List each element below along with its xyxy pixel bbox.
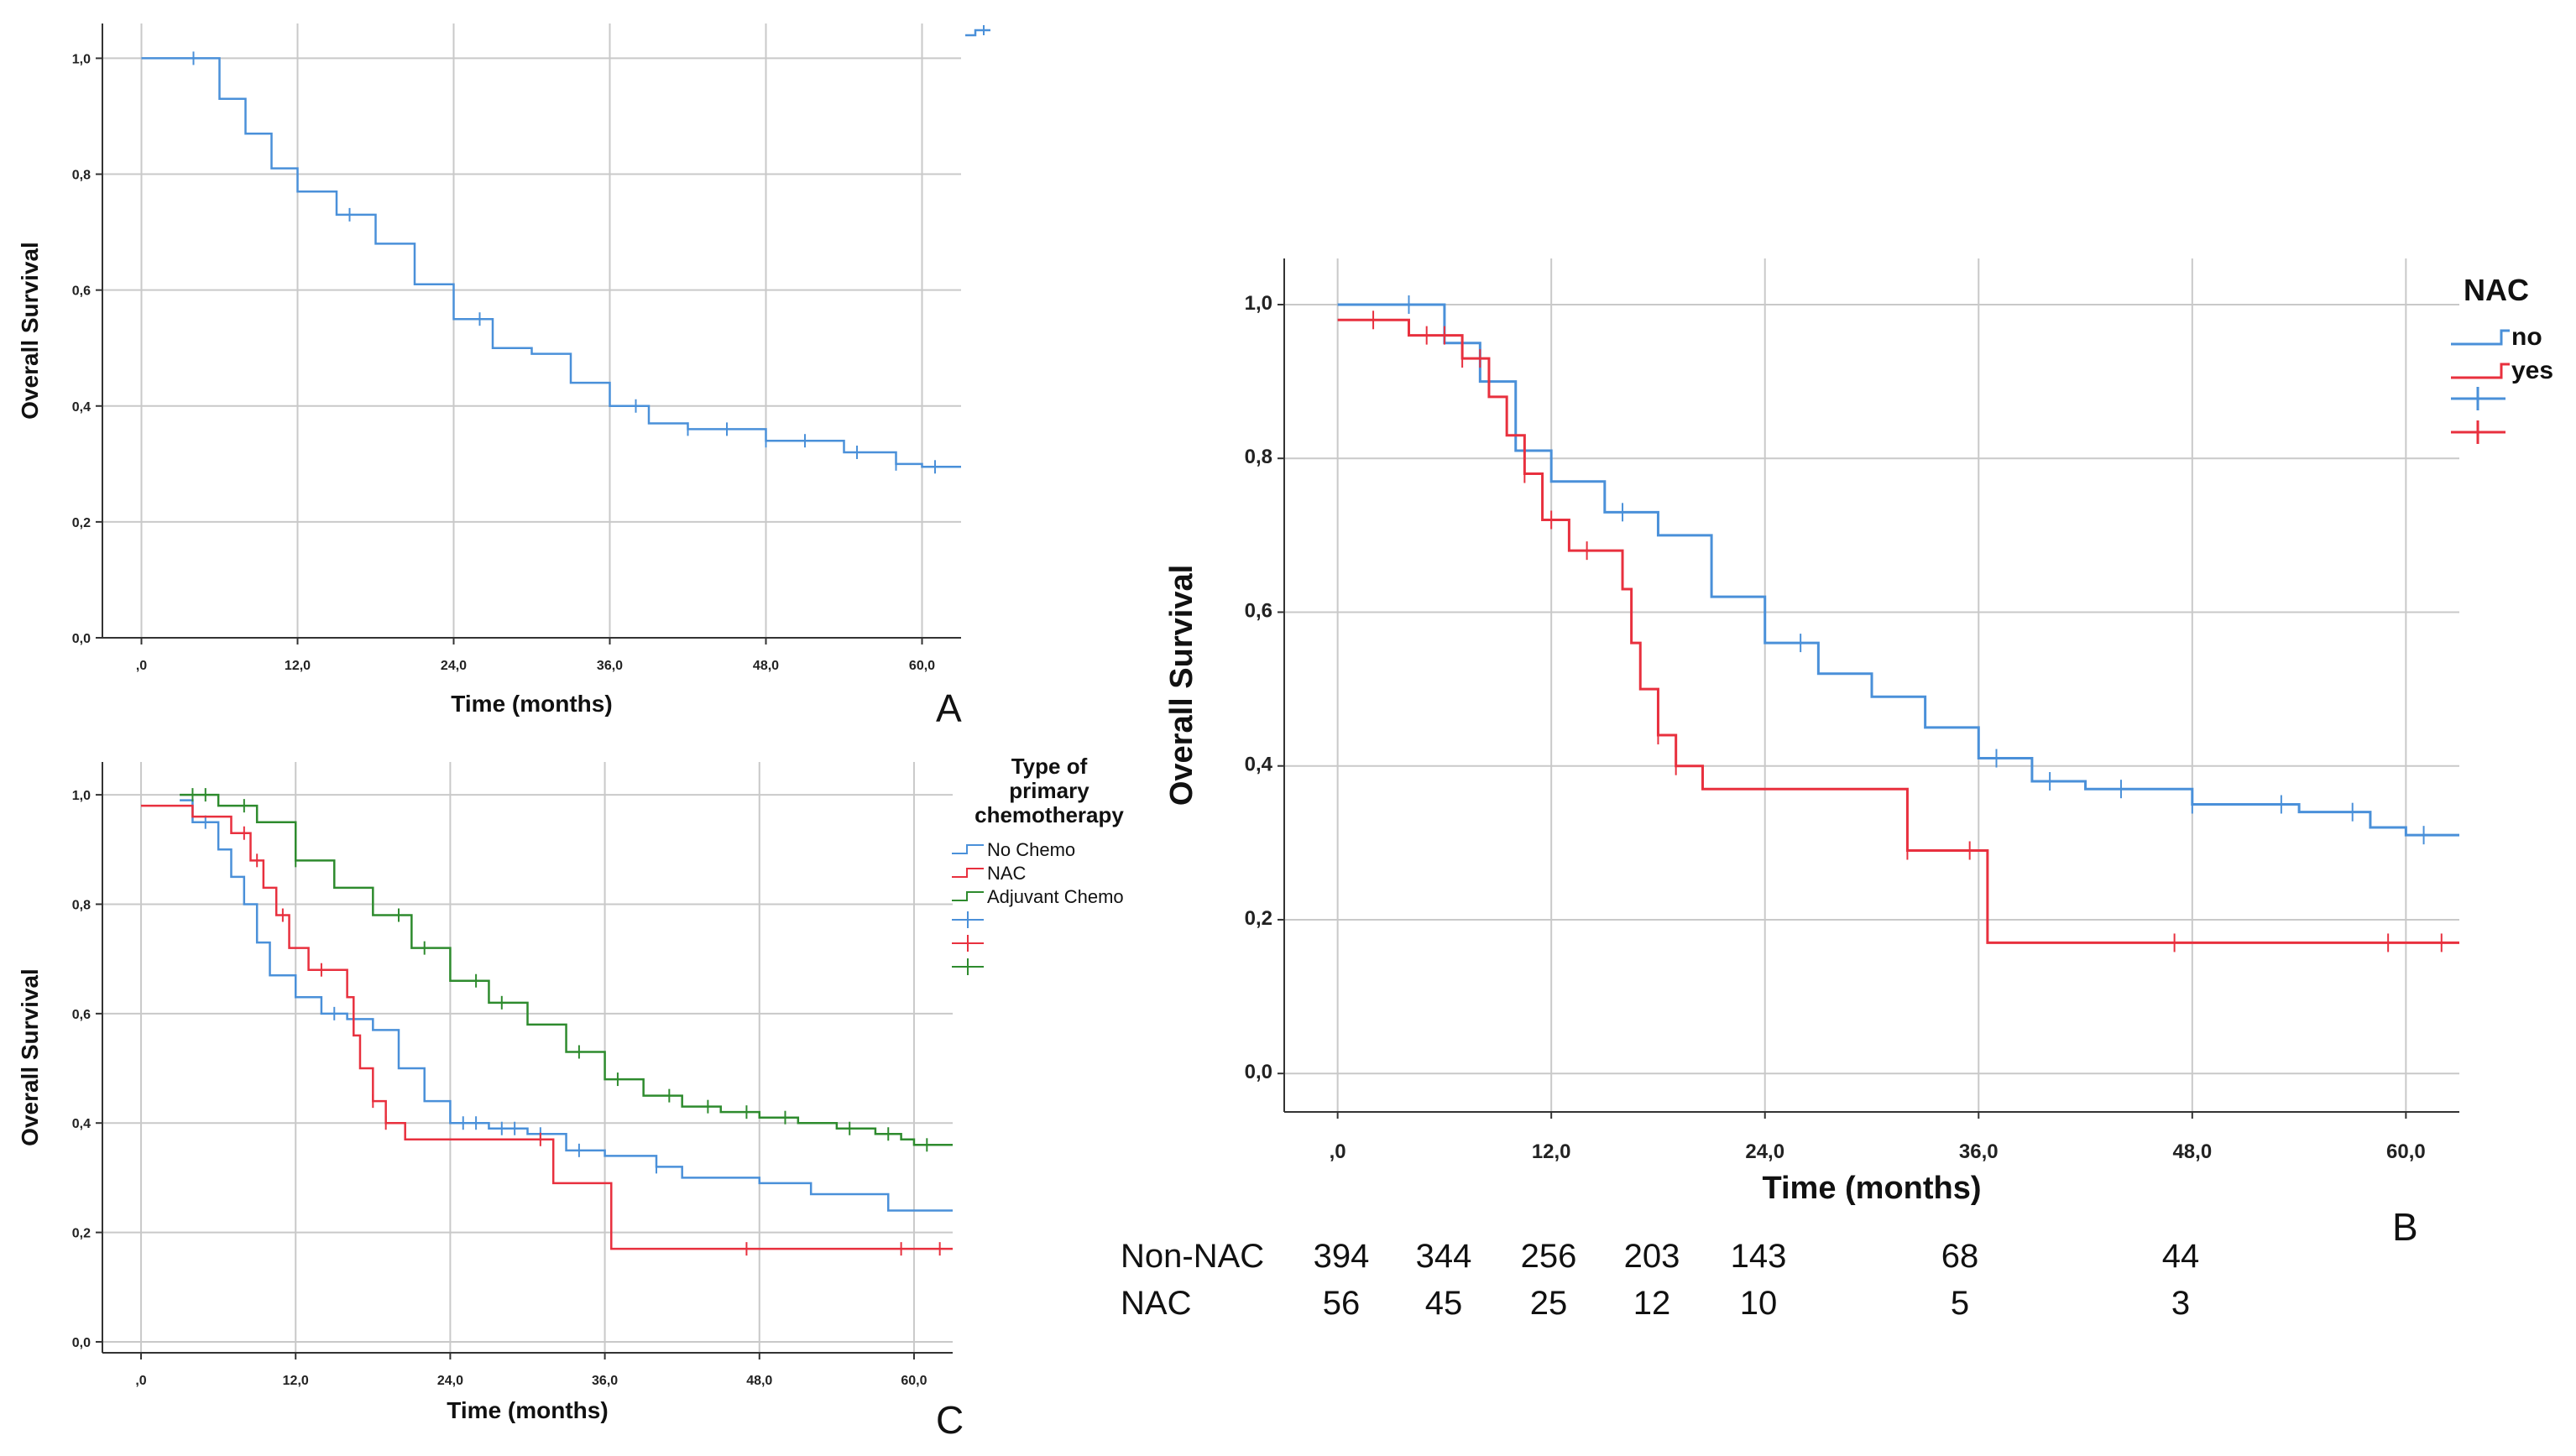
x-tick-label: 48,0 [753, 659, 779, 673]
x-tick-label: ,0 [135, 1374, 146, 1388]
x-tick-label: 60,0 [2386, 1140, 2426, 1163]
series-line-overall [141, 57, 961, 468]
risk-cell: 256 [1521, 1238, 1577, 1275]
panel-a: ,0 12,0 24,0 36,0 48,0 60,0 0,0 0,2 0,4 0,6 0,8 1,0… [17, 23, 961, 717]
risk-cell: 44 [2162, 1238, 2200, 1275]
y-tick-label: 0,0 [72, 1336, 91, 1350]
y-tick-label: 0,2 [72, 1227, 91, 1241]
risk-cell: 5 [1951, 1285, 1969, 1322]
legend-label: Adjuvant Chemo [987, 886, 1124, 907]
x-tick-label: 12,0 [1532, 1140, 1571, 1163]
y-axis-label: Overall Survival [17, 242, 43, 420]
y-tick-label: 0,0 [72, 632, 91, 646]
x-axis-label: Time (months) [447, 1397, 608, 1423]
legend-label: yes [2511, 357, 2553, 384]
series-line-no [1337, 303, 2459, 837]
x-tick-label: 24,0 [1745, 1140, 1784, 1163]
panel-c: ,0 12,0 24,0 36,0 48,0 60,0 0,0 0,2 0,4 0,6 0,8 1,0… [17, 762, 953, 1423]
x-axis-label: Time (months) [451, 691, 612, 717]
panel-b: ,0 12,0 24,0 36,0 48,0 60,0 0,0 0,2 0,4 0,6 0,8 1,0… [1164, 258, 2459, 1206]
legend-label: no [2511, 323, 2542, 351]
legend-title-line: primary [1009, 778, 1089, 803]
risk-cell: 203 [1624, 1238, 1680, 1275]
legend-swatch [952, 891, 984, 901]
x-tick-label: 12,0 [283, 1374, 309, 1388]
legend-swatch [952, 868, 984, 878]
y-tick-label: 0,4 [72, 1117, 91, 1131]
x-tick-label: 36,0 [592, 1374, 618, 1388]
risk-row-label: NAC [1121, 1285, 1191, 1322]
y-tick-label: 0,8 [72, 898, 91, 912]
risk-cell: 143 [1731, 1238, 1787, 1275]
risk-row-label: Non-NAC [1121, 1238, 1264, 1275]
legend-swatch [2451, 329, 2510, 346]
legend-b: NAC no yes [2451, 273, 2553, 444]
y-tick-label: 1,0 [72, 52, 91, 66]
y-tick-label: 0,6 [72, 1008, 91, 1022]
y-axis-label: Overall Survival [17, 968, 43, 1146]
y-tick-label: 0,6 [72, 284, 91, 299]
series-line-yes [1337, 318, 2459, 944]
x-tick-label: 60,0 [901, 1374, 927, 1388]
series-line-nac [141, 804, 953, 1250]
panel-letter-c: C [936, 1398, 964, 1442]
x-tick-label: 48,0 [2172, 1140, 2212, 1163]
y-tick-label: 0,6 [1245, 599, 1272, 622]
risk-cell: 344 [1416, 1238, 1472, 1275]
y-tick-label: 0,2 [1245, 907, 1272, 930]
legend-label: NAC [987, 863, 1027, 884]
y-tick-label: 0,8 [72, 169, 91, 183]
risk-table: Non-NAC 394 344 256 203 143 68 44 NAC 56 45 25 12 10 5… [1121, 1238, 2199, 1322]
y-tick-label: 1,0 [1245, 292, 1272, 315]
x-tick-label: 12,0 [285, 659, 311, 673]
risk-cell: 56 [1323, 1285, 1361, 1322]
risk-cell: 3 [2171, 1285, 2190, 1322]
y-tick-label: 0,2 [72, 516, 91, 530]
y-tick-label: 0,0 [1245, 1061, 1272, 1083]
x-tick-label: ,0 [1330, 1140, 1346, 1163]
risk-cell: 45 [1425, 1285, 1463, 1322]
x-tick-label: ,0 [136, 659, 147, 673]
legend-label: No Chemo [987, 839, 1075, 860]
legend-swatch [952, 844, 984, 854]
x-tick-label: 36,0 [597, 659, 623, 673]
risk-cell: 394 [1314, 1238, 1370, 1275]
x-tick-label: 36,0 [1959, 1140, 1999, 1163]
x-tick-label: 24,0 [437, 1374, 463, 1388]
y-tick-label: 0,4 [1245, 754, 1273, 776]
legend-title: NAC [2464, 273, 2529, 307]
y-tick-label: 1,0 [72, 789, 91, 803]
x-axis-label: Time (months) [1762, 1171, 1981, 1206]
x-tick-label: 24,0 [441, 659, 467, 673]
legend-title-line: Type of [1011, 754, 1088, 779]
risk-cell: 68 [1941, 1238, 1979, 1275]
panel-letter-b: B [2392, 1205, 2418, 1249]
y-tick-label: 0,4 [72, 400, 91, 415]
risk-cell: 10 [1740, 1285, 1778, 1322]
series-line-adjuvant-chemo [180, 793, 953, 1146]
risk-cell: 12 [1633, 1285, 1671, 1322]
legend-swatch [2451, 363, 2510, 379]
y-tick-label: 0,8 [1245, 446, 1272, 468]
x-tick-label: 48,0 [746, 1374, 772, 1388]
y-axis-label: Overall Survival [1164, 565, 1199, 806]
series-line-no-chemo [180, 799, 953, 1212]
panel-letter-a: A [936, 686, 962, 730]
legend-title-line: chemotherapy [974, 802, 1124, 827]
legend-fragment-line [965, 29, 990, 37]
x-tick-label: 60,0 [909, 659, 935, 673]
risk-cell: 25 [1530, 1285, 1568, 1322]
